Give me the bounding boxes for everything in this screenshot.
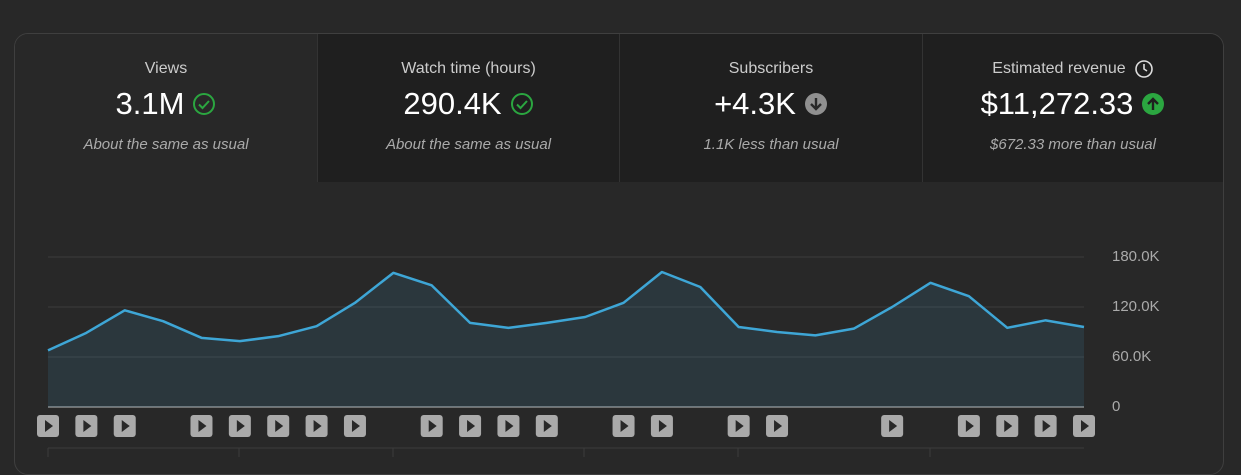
metric-value: +4.3K [714, 86, 796, 121]
up-icon [1142, 93, 1165, 115]
metric-note: About the same as usual [83, 136, 249, 153]
play-icon [467, 420, 476, 432]
play-icon [83, 420, 92, 432]
video-marker[interactable] [459, 415, 482, 437]
analytics-panel: Views 3.1M About the same as usual Watch… [14, 33, 1224, 475]
play-icon [658, 420, 667, 432]
video-marker[interactable] [228, 415, 251, 437]
metric-value: $11,272.33 [980, 86, 1134, 121]
video-marker[interactable] [996, 415, 1019, 437]
video-marker[interactable] [37, 415, 59, 437]
metric-title: Watch time (hours) [401, 60, 536, 77]
metric-value: 290.4K [403, 86, 502, 121]
video-marker[interactable] [190, 415, 213, 437]
y-tick-label: 0 [1112, 398, 1120, 415]
metric-title: Estimated revenue [992, 60, 1126, 77]
play-icon [313, 420, 322, 432]
video-marker[interactable] [766, 415, 789, 437]
y-tick-label: 120.0K [1112, 298, 1160, 315]
play-icon [428, 420, 437, 432]
page: Views 3.1M About the same as usual Watch… [14, 33, 1224, 475]
metric-card[interactable]: Watch time (hours) 290.4K About the same… [317, 34, 619, 182]
metric-card[interactable]: Subscribers +4.3K 1.1K less than usual [619, 34, 922, 182]
clock-icon[interactable] [1134, 59, 1154, 79]
metric-value: 3.1M [115, 86, 185, 121]
video-marker[interactable] [113, 415, 136, 437]
down-icon [804, 93, 827, 115]
metric-card[interactable]: Views 3.1M About the same as usual [15, 34, 317, 182]
y-tick-label: 180.0K [1112, 248, 1160, 265]
video-marker[interactable] [497, 415, 520, 437]
play-icon [1042, 420, 1051, 432]
video-marker[interactable] [727, 415, 750, 437]
check-icon [510, 93, 533, 115]
play-icon [1004, 420, 1013, 432]
metric-card[interactable]: Estimated revenue $11,272.33 $672.33 mor… [922, 34, 1223, 182]
metric-title: Views [144, 60, 188, 77]
video-marker[interactable] [535, 415, 558, 437]
play-icon [198, 420, 207, 432]
metric-title: Subscribers [728, 60, 814, 77]
video-marker[interactable] [305, 415, 328, 437]
play-icon [236, 420, 245, 432]
video-marker[interactable] [612, 415, 635, 437]
play-icon [620, 420, 629, 432]
video-marker[interactable] [420, 415, 443, 437]
play-icon [735, 420, 744, 432]
video-marker[interactable] [267, 415, 290, 437]
video-marker[interactable] [1073, 415, 1095, 437]
play-icon [774, 420, 783, 432]
play-icon [965, 420, 974, 432]
video-marker[interactable] [75, 415, 98, 437]
area [48, 272, 1084, 407]
metric-note: About the same as usual [385, 136, 552, 153]
video-marker[interactable] [650, 415, 673, 437]
metric-note: 1.1K less than usual [703, 136, 839, 153]
check-icon [193, 93, 216, 115]
play-icon [45, 420, 53, 432]
play-icon [1081, 420, 1089, 432]
play-icon [351, 420, 360, 432]
video-marker[interactable] [1034, 415, 1057, 437]
line [47, 270, 1085, 352]
chart: 0 60.0K 120.0K 180.0K [37, 248, 1160, 457]
video-marker[interactable] [881, 415, 904, 437]
video-marker[interactable] [957, 415, 980, 437]
metric-note: $672.33 more than usual [990, 136, 1156, 153]
y-tick-label: 60.0K [1112, 348, 1151, 365]
play-icon [505, 420, 514, 432]
video-marker[interactable] [343, 415, 366, 437]
play-icon [121, 420, 130, 432]
play-icon [275, 420, 284, 432]
play-icon [543, 420, 552, 432]
play-icon [889, 420, 898, 432]
